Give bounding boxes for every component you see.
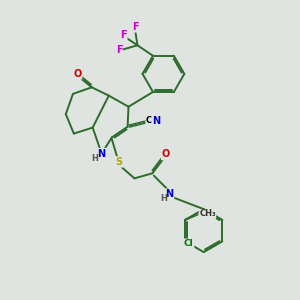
Text: N: N <box>165 189 173 199</box>
Text: Cl: Cl <box>184 239 194 248</box>
Text: N: N <box>152 116 160 126</box>
Text: O: O <box>73 69 82 79</box>
Text: F: F <box>116 45 122 55</box>
Text: F: F <box>132 22 139 32</box>
Text: N: N <box>98 148 106 159</box>
Text: H: H <box>92 154 98 163</box>
Text: S: S <box>115 157 122 167</box>
Text: CH₃: CH₃ <box>199 209 216 218</box>
Text: O: O <box>162 149 170 160</box>
Text: F: F <box>120 30 127 40</box>
Text: C: C <box>146 116 152 125</box>
Text: H: H <box>160 194 167 203</box>
